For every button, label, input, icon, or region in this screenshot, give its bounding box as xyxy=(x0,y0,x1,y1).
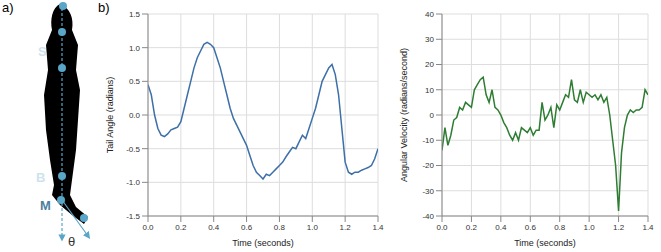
svg-text:Time (seconds): Time (seconds) xyxy=(232,238,294,248)
svg-text:0.2: 0.2 xyxy=(466,223,478,232)
svg-text:0.0: 0.0 xyxy=(142,223,154,232)
svg-text:0.8: 0.8 xyxy=(554,223,566,232)
svg-text:B: B xyxy=(36,170,45,185)
svg-text:-1.5: -1.5 xyxy=(126,212,140,221)
svg-text:0.2: 0.2 xyxy=(175,223,187,232)
svg-text:-1.0: -1.0 xyxy=(126,178,140,187)
svg-text:20: 20 xyxy=(425,60,434,69)
svg-text:0.0: 0.0 xyxy=(436,223,448,232)
svg-text:-20: -20 xyxy=(422,161,434,170)
svg-text:M: M xyxy=(40,198,51,213)
svg-text:θ: θ xyxy=(68,234,75,249)
svg-text:Angular Velocity (radians/seco: Angular Velocity (radians/second) xyxy=(399,48,409,182)
html-text:b): b) xyxy=(98,0,110,15)
svg-text:1.2: 1.2 xyxy=(340,223,352,232)
svg-text:1.0: 1.0 xyxy=(307,223,319,232)
svg-text:1.0: 1.0 xyxy=(584,223,596,232)
svg-text:1.4: 1.4 xyxy=(642,223,654,232)
html-text:a): a) xyxy=(2,0,14,15)
svg-text:S: S xyxy=(38,44,47,59)
svg-text:Time (seconds): Time (seconds) xyxy=(514,238,576,248)
svg-text:1.2: 1.2 xyxy=(613,223,625,232)
svg-text:30: 30 xyxy=(425,35,434,44)
svg-text:0: 0 xyxy=(430,111,435,120)
svg-text:0.0: 0.0 xyxy=(129,111,141,120)
svg-text:10: 10 xyxy=(425,86,434,95)
svg-text:0.6: 0.6 xyxy=(241,223,253,232)
svg-text:-0.5: -0.5 xyxy=(126,145,140,154)
svg-text:-10: -10 xyxy=(422,136,434,145)
svg-text:0.5: 0.5 xyxy=(129,77,141,86)
svg-text:0.4: 0.4 xyxy=(495,223,507,232)
svg-text:1.4: 1.4 xyxy=(372,223,384,232)
svg-text:0.4: 0.4 xyxy=(208,223,220,232)
svg-text:1.5: 1.5 xyxy=(129,10,141,19)
svg-text:1.0: 1.0 xyxy=(129,44,141,53)
svg-text:40: 40 xyxy=(425,10,434,19)
svg-text:-40: -40 xyxy=(422,212,434,221)
svg-text:Tail Angle (radians): Tail Angle (radians) xyxy=(105,77,115,154)
svg-text:-30: -30 xyxy=(422,187,434,196)
svg-text:0.6: 0.6 xyxy=(525,223,537,232)
svg-text:0.8: 0.8 xyxy=(274,223,286,232)
